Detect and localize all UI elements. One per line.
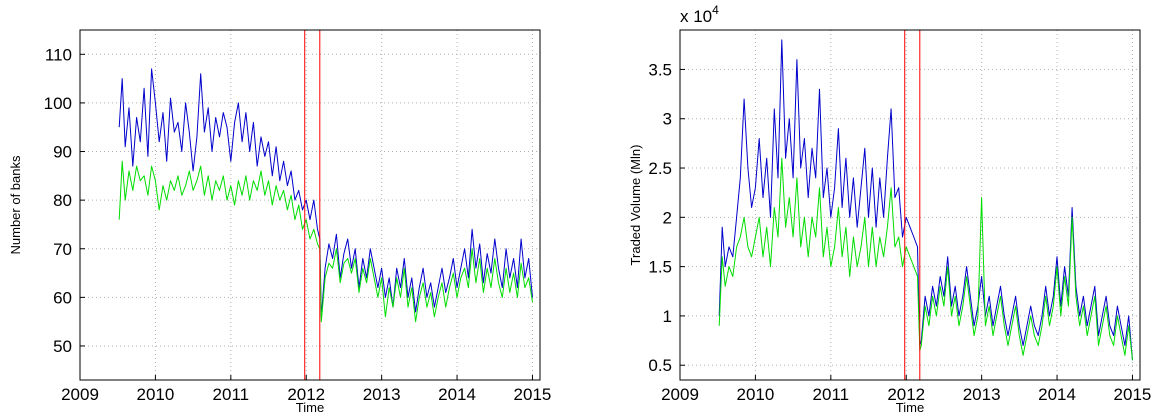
- x-tick-label: 2015: [514, 385, 552, 404]
- y-tick-label: 2: [663, 208, 672, 227]
- y-tick-label: 3: [663, 110, 672, 129]
- y-multiplier-exponent: 4: [712, 3, 719, 17]
- x-tick-label: 2015: [1114, 385, 1152, 404]
- chart-traded-volume: 2009 2010 2011 2012 2013 2014 2015 0.5 1 1.5 2 2.5 3…: [628, 3, 1151, 415]
- y-tick-label: 1.5: [648, 258, 672, 277]
- plot-area: [680, 30, 1140, 380]
- y-tick-label: 2.5: [648, 159, 672, 178]
- axes-frame: [79, 29, 541, 381]
- x-tick-label: 2009: [61, 385, 99, 404]
- y-multiplier-base: x 10: [680, 7, 712, 26]
- y-tick-label: 50: [53, 337, 72, 356]
- x-tick-label: 2014: [1038, 385, 1076, 404]
- x-tick-label: 2010: [136, 385, 174, 404]
- x-tick-label: 2009: [661, 385, 699, 404]
- x-tick-label: 2011: [813, 385, 850, 404]
- x-tick-label: 2013: [963, 385, 1001, 404]
- y-axis-label: Number of banks: [8, 155, 23, 254]
- y-tick-label: 110: [45, 45, 72, 64]
- series-line-0: [118, 68, 533, 318]
- x-tick-label: 2010: [736, 385, 774, 404]
- x-tick-label: 2012: [287, 385, 325, 404]
- y-axis-label: Traded Volume (Mln): [628, 145, 643, 266]
- series-line-1: [718, 157, 1133, 361]
- y-multiplier-label: x 104: [680, 3, 719, 26]
- y-tick-label: 80: [53, 191, 72, 210]
- x-tick-label: 2013: [363, 385, 401, 404]
- y-tick-label: 3.5: [648, 60, 672, 79]
- chart-number-of-banks: 2009 2010 2011 2012 2013 2014 2015 50 60 70 80 90 10…: [8, 29, 552, 415]
- y-tick-label: 0.5: [648, 356, 672, 375]
- x-axis-label: Time: [296, 400, 324, 415]
- x-tick-label: 2011: [213, 385, 250, 404]
- y-tick-label: 70: [53, 240, 72, 259]
- y-tick-label: 90: [53, 143, 72, 162]
- y-tick-label: 60: [53, 288, 72, 307]
- x-axis-label: Time: [896, 400, 924, 415]
- series-line-1: [118, 160, 533, 323]
- axes-frame: [679, 29, 1141, 381]
- x-tick-label: 2012: [887, 385, 925, 404]
- y-tick-label: 1: [663, 307, 672, 326]
- y-tick-label: 100: [44, 94, 72, 113]
- series-line-0: [718, 39, 1133, 361]
- x-tick-label: 2014: [438, 385, 476, 404]
- plot-area: [80, 30, 540, 380]
